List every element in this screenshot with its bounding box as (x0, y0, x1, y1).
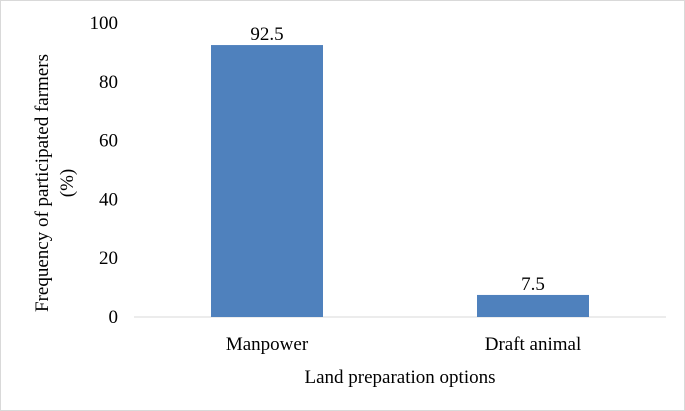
y-axis-title-line1: Frequency of participated farmers (32, 54, 53, 312)
y-tick-label: 20 (99, 248, 118, 269)
axes-layer: 0 20 40 60 80 100 (90, 13, 666, 328)
y-tick-label: 100 (90, 13, 119, 34)
y-tick-label: 0 (109, 307, 119, 328)
y-tick-label: 60 (99, 131, 118, 152)
y-axis-title-line2: (%) (57, 169, 78, 197)
y-tick-label: 40 (99, 189, 118, 210)
data-label: 7.5 (521, 274, 545, 295)
x-tick-label: Draft animal (485, 334, 582, 355)
data-label: 92.5 (250, 24, 283, 45)
bar-manpower (211, 45, 323, 318)
bar-draft-animal (477, 294, 589, 317)
y-tick-label: 80 (99, 72, 118, 93)
x-tick-label: Manpower (226, 334, 309, 355)
x-axis-title: Land preparation options (304, 367, 495, 388)
bars-layer (211, 45, 589, 318)
labels-layer: 92.5 Manpower 7.5 Draft animal (226, 24, 581, 355)
